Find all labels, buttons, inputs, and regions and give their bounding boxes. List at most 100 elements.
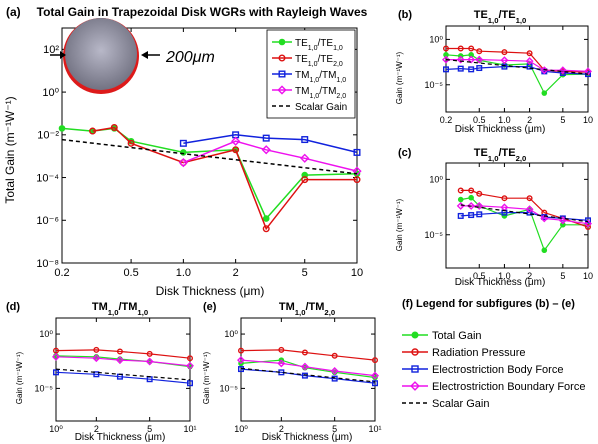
panel-b-xlabel: Disk Thickness (μm) — [455, 124, 546, 135]
panel-b-ylabel: Gain (m⁻¹W⁻¹) — [395, 51, 404, 104]
panel-d-title: TM1,0/TM1,0 — [92, 301, 148, 317]
data-point — [116, 348, 123, 355]
data-point — [443, 66, 450, 73]
x-tick-label: 0.5 — [473, 115, 486, 125]
panel-c-title: TE1,0/TE2,0 — [474, 147, 527, 163]
data-point — [331, 352, 338, 359]
data-point — [110, 124, 118, 132]
x-tick-label: 10¹ — [183, 424, 196, 434]
series-line — [240, 359, 376, 377]
y-tick-label: 10⁻⁵ — [425, 80, 444, 90]
shared-legend-marker — [411, 348, 419, 356]
data-point — [53, 369, 60, 376]
x-tick-label: 0.5 — [473, 271, 486, 281]
data-point — [353, 176, 361, 184]
data-point — [371, 371, 379, 380]
panel-e-xlabel: Disk Thickness (μm) — [262, 432, 353, 443]
data-point — [457, 45, 464, 52]
panel-a-title: Total Gain in Trapezoidal Disk WGRs with… — [37, 5, 368, 19]
series-line — [55, 371, 191, 384]
panel-a-plot: 0.2 0.5 1.0 2 5 10 10⁻⁸ 10⁻⁶ 10⁻⁴ 10⁻² 10⁰ 10² TE1,0… — [36, 27, 363, 279]
data-point — [261, 145, 271, 155]
plot-frame — [55, 317, 191, 422]
inset-scale-annotation: 200μm — [165, 49, 215, 66]
data-point — [146, 350, 153, 357]
panel-title-text: TE1,0/TE2,0 — [474, 147, 527, 163]
x-tick-label: 5 — [147, 424, 152, 434]
data-point — [500, 56, 509, 65]
y-tick-label: 10⁰ — [42, 87, 59, 99]
series-line — [61, 138, 358, 175]
y-tick-label: 10⁻⁶ — [36, 215, 59, 227]
x-tick-label: 2 — [527, 115, 532, 125]
x-tick-label: 10⁰ — [49, 424, 63, 434]
shared-legend-entry-label: Electrostriction Body Force — [432, 364, 563, 376]
data-point — [541, 247, 548, 254]
data-point — [540, 214, 549, 223]
data-point — [352, 166, 362, 176]
right-arrow-icon — [141, 51, 160, 59]
data-point — [476, 48, 483, 55]
x-tick-label: 5 — [332, 424, 337, 434]
panel-a-xlabel: Disk Thickness (μm) — [156, 284, 265, 298]
data-point — [501, 195, 508, 202]
shared-legend-marker — [411, 365, 419, 373]
data-point — [300, 153, 310, 163]
data-point — [526, 209, 533, 216]
series-line — [445, 59, 589, 75]
legend-marker — [277, 85, 287, 95]
legend-entry-label: TM1,0/TM1,0 — [295, 70, 346, 84]
data-point — [301, 176, 309, 184]
data-point — [89, 127, 97, 135]
y-tick-label: 10⁻⁴ — [36, 172, 59, 184]
y-tick-label: 10⁻⁵ — [35, 384, 54, 394]
legend-marker — [278, 54, 286, 62]
data-point — [300, 362, 309, 371]
data-point — [186, 355, 193, 362]
shared-legend-marker — [411, 331, 419, 339]
x-tick-label: 10 — [583, 271, 593, 281]
y-tick-label: 10⁻⁵ — [220, 384, 239, 394]
data-point — [237, 356, 245, 365]
panel-c-label: (c) — [398, 147, 412, 159]
data-point — [232, 146, 240, 154]
x-tick-label: 10 — [351, 267, 363, 279]
shared-legend: Total Gain Radiation Pressure Electrostric… — [402, 330, 585, 410]
data-point — [584, 67, 592, 76]
panel-a-ylabel: Total Gain (m⁻¹W⁻¹) — [3, 96, 17, 203]
series-line — [240, 367, 376, 383]
data-point — [262, 134, 270, 142]
panel-b-label: (b) — [398, 9, 412, 21]
shared-legend-marker — [410, 381, 420, 391]
y-tick-label: 10⁰ — [429, 175, 443, 185]
plot-frame — [240, 317, 376, 422]
shared-legend-title: (f) Legend for subfigures (b) – (e) — [402, 298, 575, 310]
shared-legend-entry-label: Scalar Gain — [432, 398, 489, 410]
data-point — [468, 194, 474, 201]
data-point — [468, 45, 475, 52]
panel-title-text: TM1,0/TM2,0 — [279, 301, 335, 317]
shared-legend-entry-label: Total Gain — [432, 330, 482, 342]
data-point — [178, 157, 188, 168]
panel-title-text: TE1,0/TE1,0 — [474, 9, 527, 25]
data-point — [93, 371, 100, 378]
data-point — [467, 55, 476, 64]
panel-title-text: TM1,0/TM1,0 — [92, 301, 148, 317]
x-tick-label: 5 — [560, 271, 565, 281]
series-line — [183, 134, 358, 154]
y-tick-label: 10⁻² — [37, 130, 59, 142]
panel-b-title: TE1,0/TE1,0 — [474, 9, 527, 25]
y-tick-label: 10⁰ — [39, 329, 53, 339]
data-point — [501, 63, 508, 70]
series-line — [55, 368, 191, 381]
x-tick-label: 10⁰ — [234, 424, 248, 434]
data-point — [558, 216, 567, 225]
panel-d-label: (d) — [6, 301, 20, 313]
legend-entry-label: TE1,0/TE1,0 — [295, 38, 343, 52]
data-point — [186, 361, 194, 370]
x-tick-label: 10¹ — [368, 424, 381, 434]
data-point — [468, 66, 475, 73]
data-point — [584, 219, 592, 228]
data-point — [277, 359, 286, 368]
legend-marker — [278, 70, 286, 78]
